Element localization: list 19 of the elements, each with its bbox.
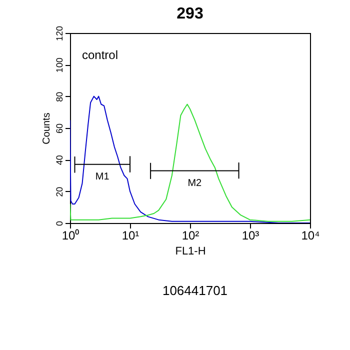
x-tick-label: 10³ [242,228,260,242]
annotation: control [82,48,118,62]
x-tick-label: 10¹ [122,228,140,242]
series-label: M1 [95,171,110,182]
y-tick-label: 120 [54,26,64,42]
text: 106441701 [162,283,228,298]
series-label: M2 [188,178,202,189]
x-tick-label: 10⁰ [62,228,80,242]
chart-title: 293 [176,5,204,22]
y-tick-label: 60 [54,123,64,134]
x-tick-label: 10⁴ [301,228,320,242]
y-tick-label: 0 [54,220,64,226]
x-axis-title: FL1-H [175,246,206,258]
y-tick-label: 100 [54,58,64,73]
y-tick-label: 20 [54,186,64,197]
y-tick-label: 40 [54,155,64,166]
y-axis-title: Counts [42,112,52,144]
y-tick-label: 80 [54,92,64,102]
x-tick-label: 10² [182,228,200,242]
